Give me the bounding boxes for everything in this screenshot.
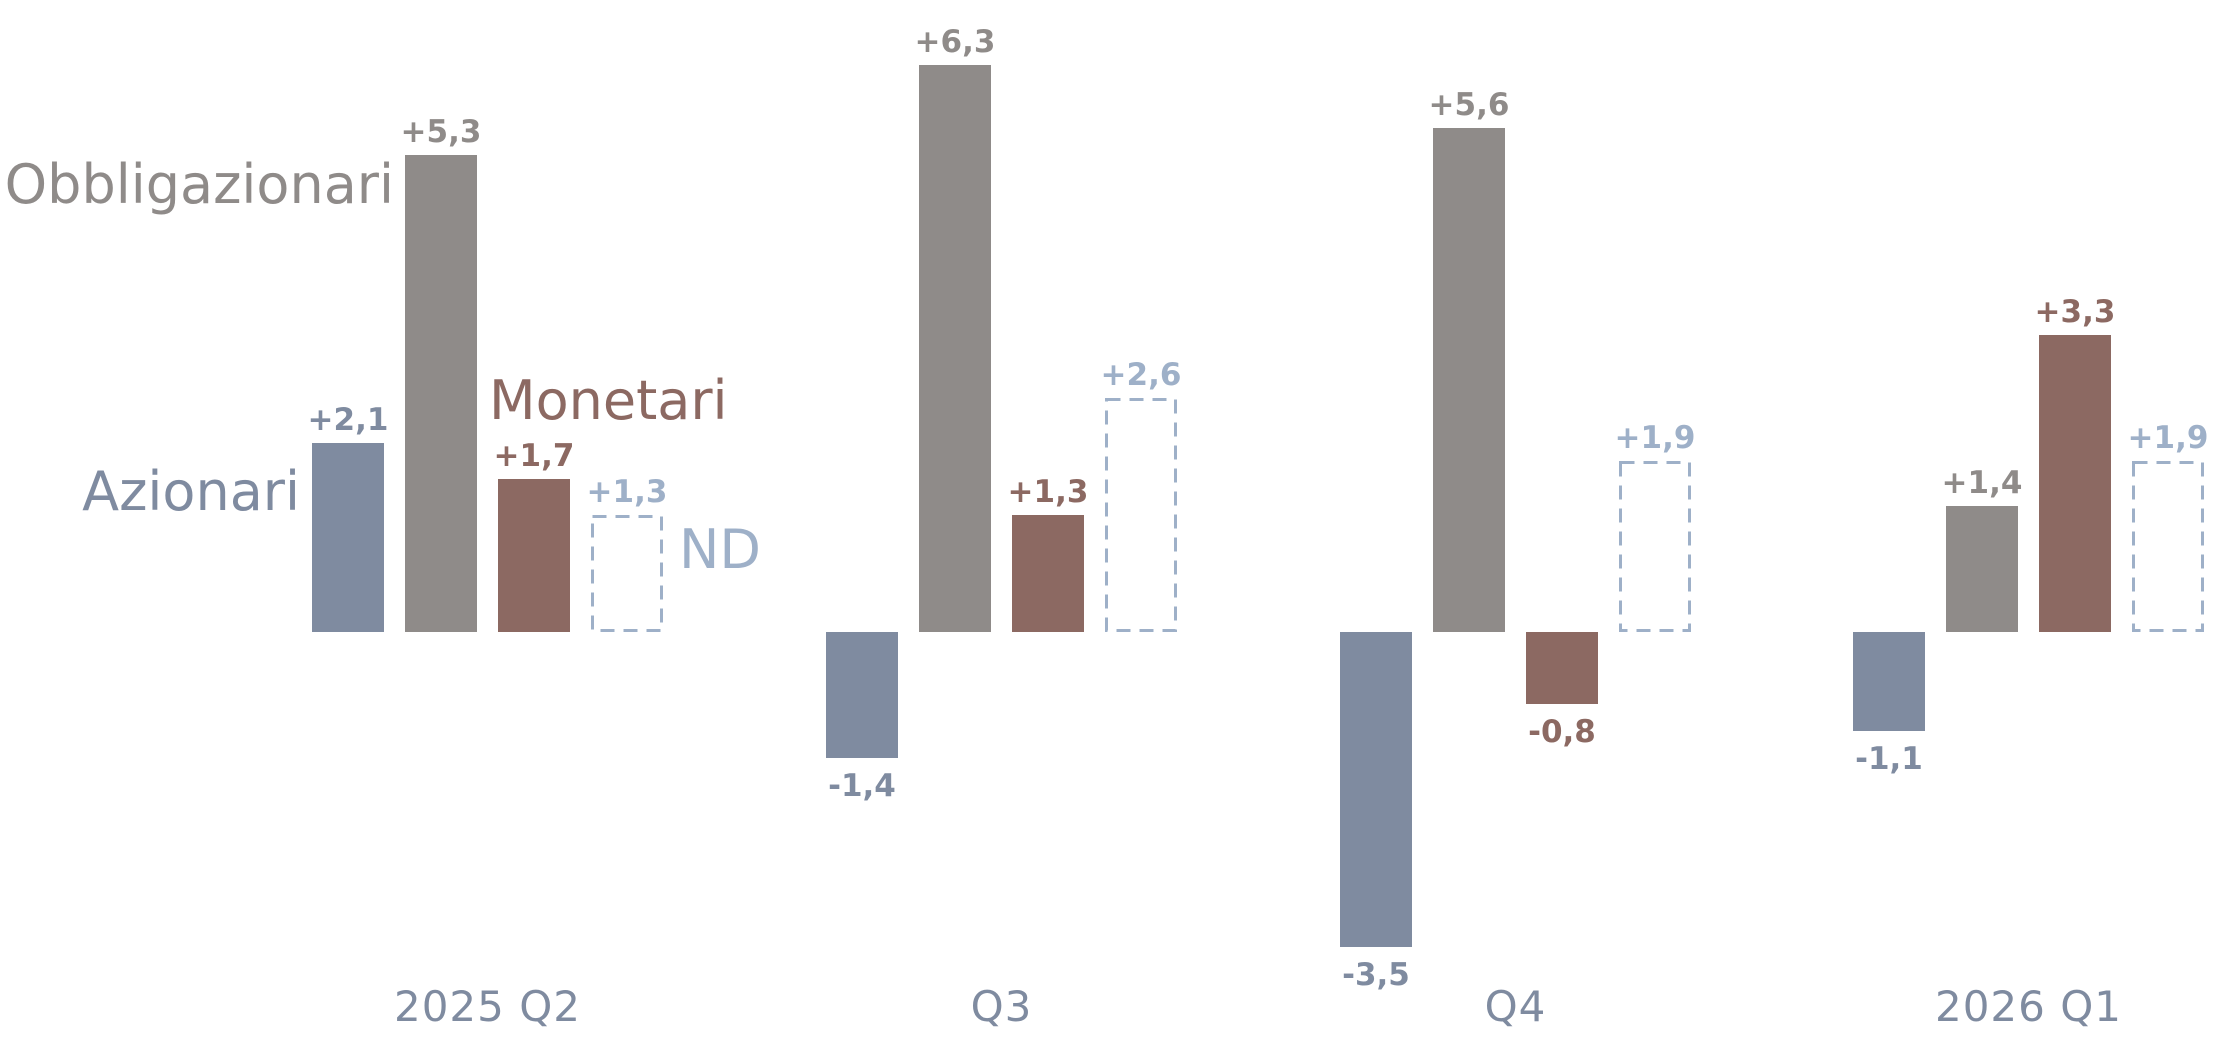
- value-label-obbligazionari-q4: +5,6: [1429, 87, 1510, 123]
- bar-azionari-2025-q2: [312, 443, 384, 632]
- value-label-azionari-2026-q1: -1,1: [1855, 741, 1923, 777]
- value-label-monetari-2025-q2: +1,7: [494, 438, 575, 474]
- category-label-2025-q2: 2025 Q2: [394, 982, 581, 1031]
- value-label-nd-2026-q1: +1,9: [2128, 420, 2209, 456]
- bar-obbligazionari-2026-q1: [1946, 506, 2018, 632]
- bar-monetari-2026-q1: [2039, 335, 2111, 632]
- bar-azionari-q3: [826, 632, 898, 758]
- category-label-2026-q1: 2026 Q1: [1935, 982, 2122, 1031]
- value-label-azionari-2025-q2: +2,1: [308, 402, 389, 438]
- bar-monetari-2025-q2: [498, 479, 570, 632]
- value-label-obbligazionari-2026-q1: +1,4: [1942, 465, 2023, 501]
- value-label-obbligazionari-q3: +6,3: [915, 24, 996, 60]
- value-label-nd-q3: +2,6: [1101, 357, 1182, 393]
- bar-monetari-q4: [1526, 632, 1598, 704]
- series-label-nd: ND: [679, 518, 761, 581]
- bar-monetari-q3: [1012, 515, 1084, 632]
- value-label-monetari-q3: +1,3: [1008, 474, 1089, 510]
- bar-azionari-2026-q1: [1853, 632, 1925, 731]
- series-label-obbligazionari: Obbligazionari: [5, 153, 394, 216]
- bar-azionari-q4: [1340, 632, 1412, 947]
- value-label-nd-q4: +1,9: [1615, 420, 1696, 456]
- bar-obbligazionari-q3: [919, 65, 991, 632]
- value-label-azionari-q3: -1,4: [828, 768, 896, 804]
- value-label-nd-2025-q2: +1,3: [587, 474, 668, 510]
- category-label-q4: Q4: [1485, 982, 1547, 1031]
- bar-nd-2026-q1: [2132, 461, 2204, 632]
- value-label-obbligazionari-2025-q2: +5,3: [401, 114, 482, 150]
- category-label-q3: Q3: [971, 982, 1033, 1031]
- bar-obbligazionari-q4: [1433, 128, 1505, 632]
- bar-nd-2025-q2: [591, 515, 663, 632]
- bar-obbligazionari-2025-q2: [405, 155, 477, 632]
- bar-nd-q4: [1619, 461, 1691, 632]
- value-label-monetari-q4: -0,8: [1528, 714, 1596, 750]
- series-label-monetari: Monetari: [489, 369, 728, 432]
- value-label-azionari-q4: -3,5: [1342, 957, 1410, 993]
- value-label-monetari-2026-q1: +3,3: [2035, 294, 2116, 330]
- bar-nd-q3: [1105, 398, 1177, 632]
- series-label-azionari: Azionari: [82, 460, 300, 523]
